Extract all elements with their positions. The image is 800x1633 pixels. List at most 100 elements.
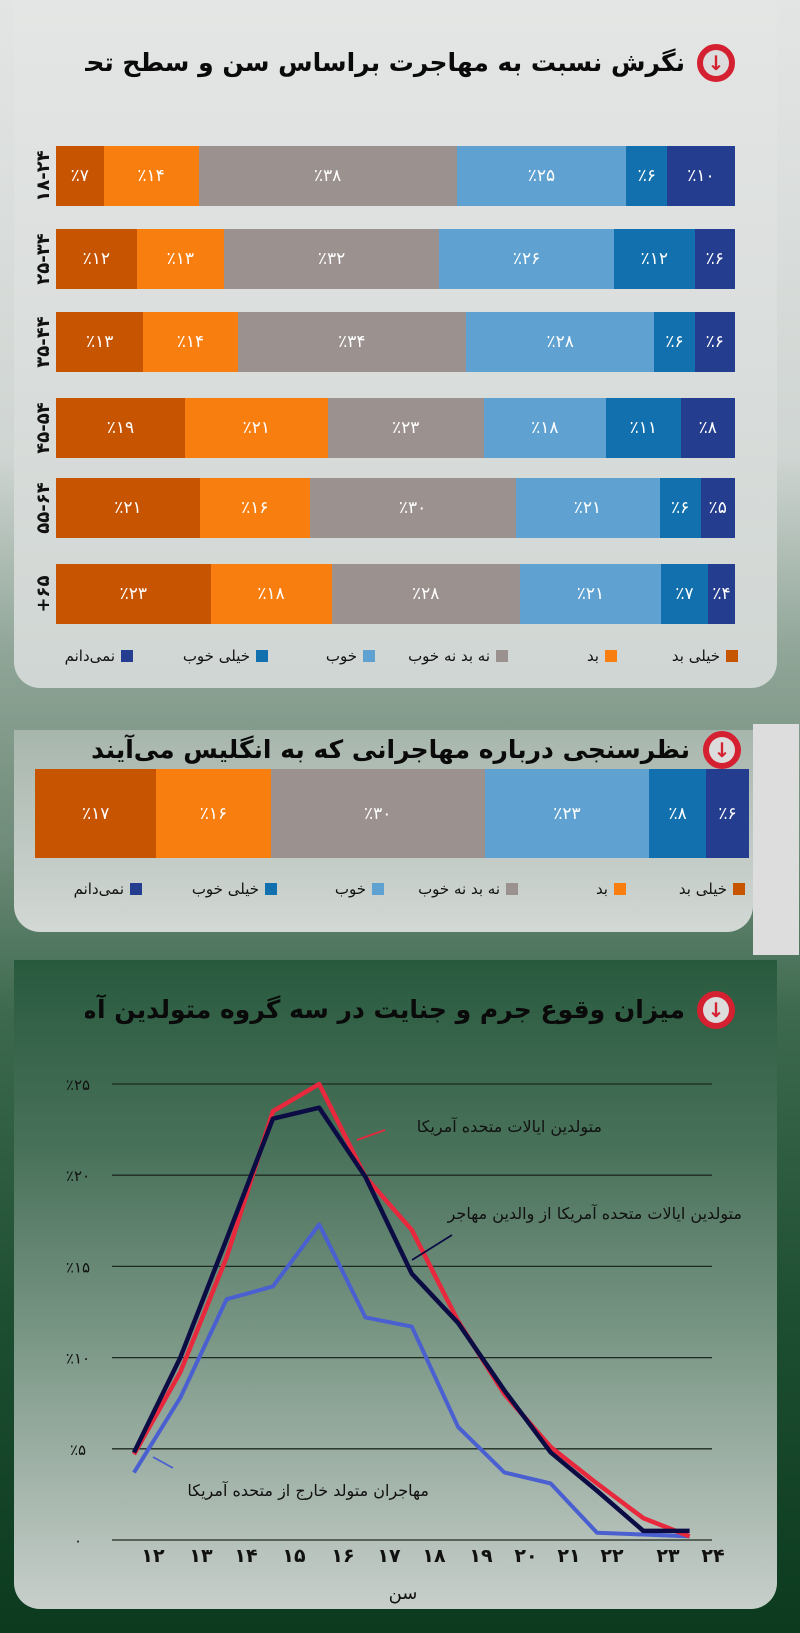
- arrow-down-circle-icon: ↓: [697, 44, 735, 82]
- legend-item-neutral: نه بد نه خوب: [408, 647, 508, 665]
- x-tick-label: ۲۲: [600, 1545, 624, 1567]
- series-annotation: متولدین ایالات متحده آمریکا: [417, 1117, 602, 1137]
- y-tick-label: ٪۵: [70, 1441, 86, 1459]
- stacked-bar: ٪۲۱ ٪۱۶ ٪۳۰ ٪۲۱ ٪۶ ٪۵: [56, 478, 735, 538]
- row-label: ۱۸-۲۴: [33, 150, 54, 202]
- bar-segment-neutral: ٪۳۴: [237, 312, 467, 372]
- bar-segment-neutral: ٪۳۸: [198, 146, 457, 206]
- bar-segment-very-good: ٪۶: [626, 146, 668, 206]
- x-tick-label: ۱۸: [422, 1545, 446, 1567]
- legend-label: خوب: [325, 647, 357, 665]
- bar-segment-neutral: ٪۳۰: [309, 478, 516, 538]
- bar-segment-very-bad: ٪۱۳: [56, 312, 144, 372]
- x-tick-label: ۲۴: [701, 1545, 724, 1567]
- legend-label: بد: [595, 880, 608, 898]
- legend-swatch: [726, 650, 738, 662]
- bar-segment-neutral: ٪۲۸: [331, 564, 520, 624]
- bar-segment-good: ٪۲۱: [515, 478, 660, 538]
- legend-swatch: [614, 883, 626, 895]
- stacked-bar: ٪۲۳ ٪۱۸ ٪۲۸ ٪۲۱ ٪۷ ٪۴: [56, 564, 735, 624]
- x-tick-label: ۱۵: [282, 1545, 306, 1567]
- x-tick-label: ۱۷: [377, 1545, 401, 1567]
- legend-swatch: [265, 883, 277, 895]
- legend-item-very-good: خیلی خوب: [183, 647, 268, 665]
- legend-label: خیلی خوب: [182, 647, 250, 665]
- section3-title: میزان وقوع جرم و جنایت در سه گروه متولدی…: [85, 995, 685, 1024]
- bar-segment-very-good: ٪۷: [661, 564, 709, 624]
- bar-segment-bad: ٪۱۳: [136, 229, 225, 289]
- stacked-bar: ٪۱۹ ٪۲۱ ٪۲۳ ٪۱۸ ٪۱۱ ٪۸: [56, 398, 735, 458]
- row-label: +۶۵: [33, 575, 54, 613]
- bar-segment-good: ٪۲۶: [439, 229, 614, 289]
- legend-item-neutral: نه بد نه خوب: [418, 880, 518, 898]
- bar-segment-very-good: ٪۸: [649, 769, 707, 858]
- row-label: ۳۵-۴۴: [33, 316, 54, 368]
- legend-label: نه بد نه خوب: [418, 880, 500, 898]
- legend-swatch: [506, 883, 518, 895]
- section1-title: نگرش نسبت به مهاجرت براساس سن و سطح تحصی…: [85, 48, 685, 77]
- bar-segment-dont-know: ٪۶: [706, 769, 749, 858]
- stacked-bar: ٪۱۷ ٪۱۶ ٪۳۰ ٪۲۳ ٪۸ ٪۶: [35, 769, 749, 858]
- legend-item-good: خوب: [326, 647, 375, 665]
- series-annotation: مهاجران متولد خارج از متحده آمریکا: [187, 1481, 429, 1501]
- x-tick-label: ۱۹: [469, 1545, 493, 1567]
- legend-label: نمی‌دانم: [64, 647, 115, 665]
- legend-swatch: [733, 883, 745, 895]
- annotation-leader: [356, 1129, 386, 1141]
- row-label: ۵۵-۶۴: [33, 482, 54, 534]
- x-tick-label: ۱۳: [189, 1545, 213, 1567]
- x-tick-label: ۲۱: [557, 1545, 580, 1567]
- side-strip: [753, 724, 799, 955]
- x-tick-label: ۱۲: [141, 1545, 165, 1567]
- bar-segment-bad: ٪۱۴: [143, 312, 238, 372]
- bar-segment-neutral: ٪۳۲: [224, 229, 440, 289]
- bar-segment-very-bad: ٪۱۷: [35, 769, 157, 858]
- stacked-bar: ٪۱۳ ٪۱۴ ٪۳۴ ٪۲۸ ٪۶ ٪۶: [56, 312, 735, 372]
- x-axis-label: سن: [389, 1583, 418, 1604]
- legend-swatch: [372, 883, 384, 895]
- legend-item-dont-know: نمی‌دانم: [65, 647, 133, 665]
- bar-segment-dont-know: ٪۸: [680, 398, 735, 458]
- legend-label: نمی‌دانم: [73, 880, 124, 898]
- bar-segment-very-good: ٪۱۱: [605, 398, 681, 458]
- y-tick-label: ٪۲۵: [66, 1076, 90, 1094]
- row-label: ۲۵-۳۴: [33, 233, 54, 285]
- x-tick-label: ۱۶: [331, 1545, 354, 1567]
- bar-segment-very-bad: ٪۲۳: [56, 564, 211, 624]
- legend-label: خیلی خوب: [191, 880, 259, 898]
- legend-swatch: [256, 650, 268, 662]
- bar-segment-good: ٪۲۳: [484, 769, 650, 858]
- legend-item-very-good: خیلی خوب: [192, 880, 277, 898]
- y-tick-label: ۰: [74, 1532, 82, 1550]
- bar-segment-very-bad: ٪۷: [56, 146, 104, 206]
- legend-label: بد: [586, 647, 599, 665]
- crime-rate-panel: [14, 960, 777, 1609]
- legend-swatch: [130, 883, 142, 895]
- legend-swatch: [496, 650, 508, 662]
- legend-swatch: [363, 650, 375, 662]
- series-line-0: [132, 1081, 691, 1539]
- y-tick-label: ٪۲۰: [66, 1167, 90, 1185]
- bar-segment-good: ٪۲۸: [466, 312, 655, 372]
- bar-segment-dont-know: ٪۱۰: [667, 146, 735, 206]
- bar-segment-very-good: ٪۶: [654, 312, 695, 372]
- legend-label: خیلی بد: [678, 880, 727, 898]
- bar-segment-very-good: ٪۱۲: [613, 229, 695, 289]
- crime-line-chart: ۰ ٪۵ ٪۱۰ ٪۱۵ ٪۲۰ ٪۲۵ ۱۲ ۱۳ ۱۴ ۱۵ ۱۶ ۱۷ ۱۸ ۱۹ ۲۰ ۲۱ ۲۲ ۲۳ ۲…: [66, 1076, 742, 1604]
- arrow-down-circle-icon: ↓: [703, 731, 741, 769]
- bar-segment-dont-know: ٪۶: [694, 312, 735, 372]
- x-tick-label: ۲۰: [514, 1545, 537, 1567]
- annotation-leader: [152, 1456, 174, 1469]
- y-tick-label: ٪۱۵: [66, 1258, 90, 1276]
- bar-segment-bad: ٪۱۶: [156, 769, 271, 858]
- series-annotation: متولدین ایالات متحده آمریکا از والدین مه…: [447, 1204, 742, 1224]
- arrow-down-circle-icon: ↓: [697, 991, 735, 1029]
- legend-label: نه بد نه خوب: [408, 647, 490, 665]
- legend-label: خوب: [334, 880, 366, 898]
- bar-segment-bad: ٪۱۴: [103, 146, 199, 206]
- legend-item-very-bad: خیلی بد: [672, 647, 738, 665]
- bar-segment-good: ٪۱۸: [483, 398, 606, 458]
- legend-item-bad: بد: [587, 647, 617, 665]
- bar-segment-very-bad: ٪۲۱: [56, 478, 201, 538]
- section2-title: نظرسنجی درباره مهاجرانی که به انگلیس می‌…: [91, 735, 690, 764]
